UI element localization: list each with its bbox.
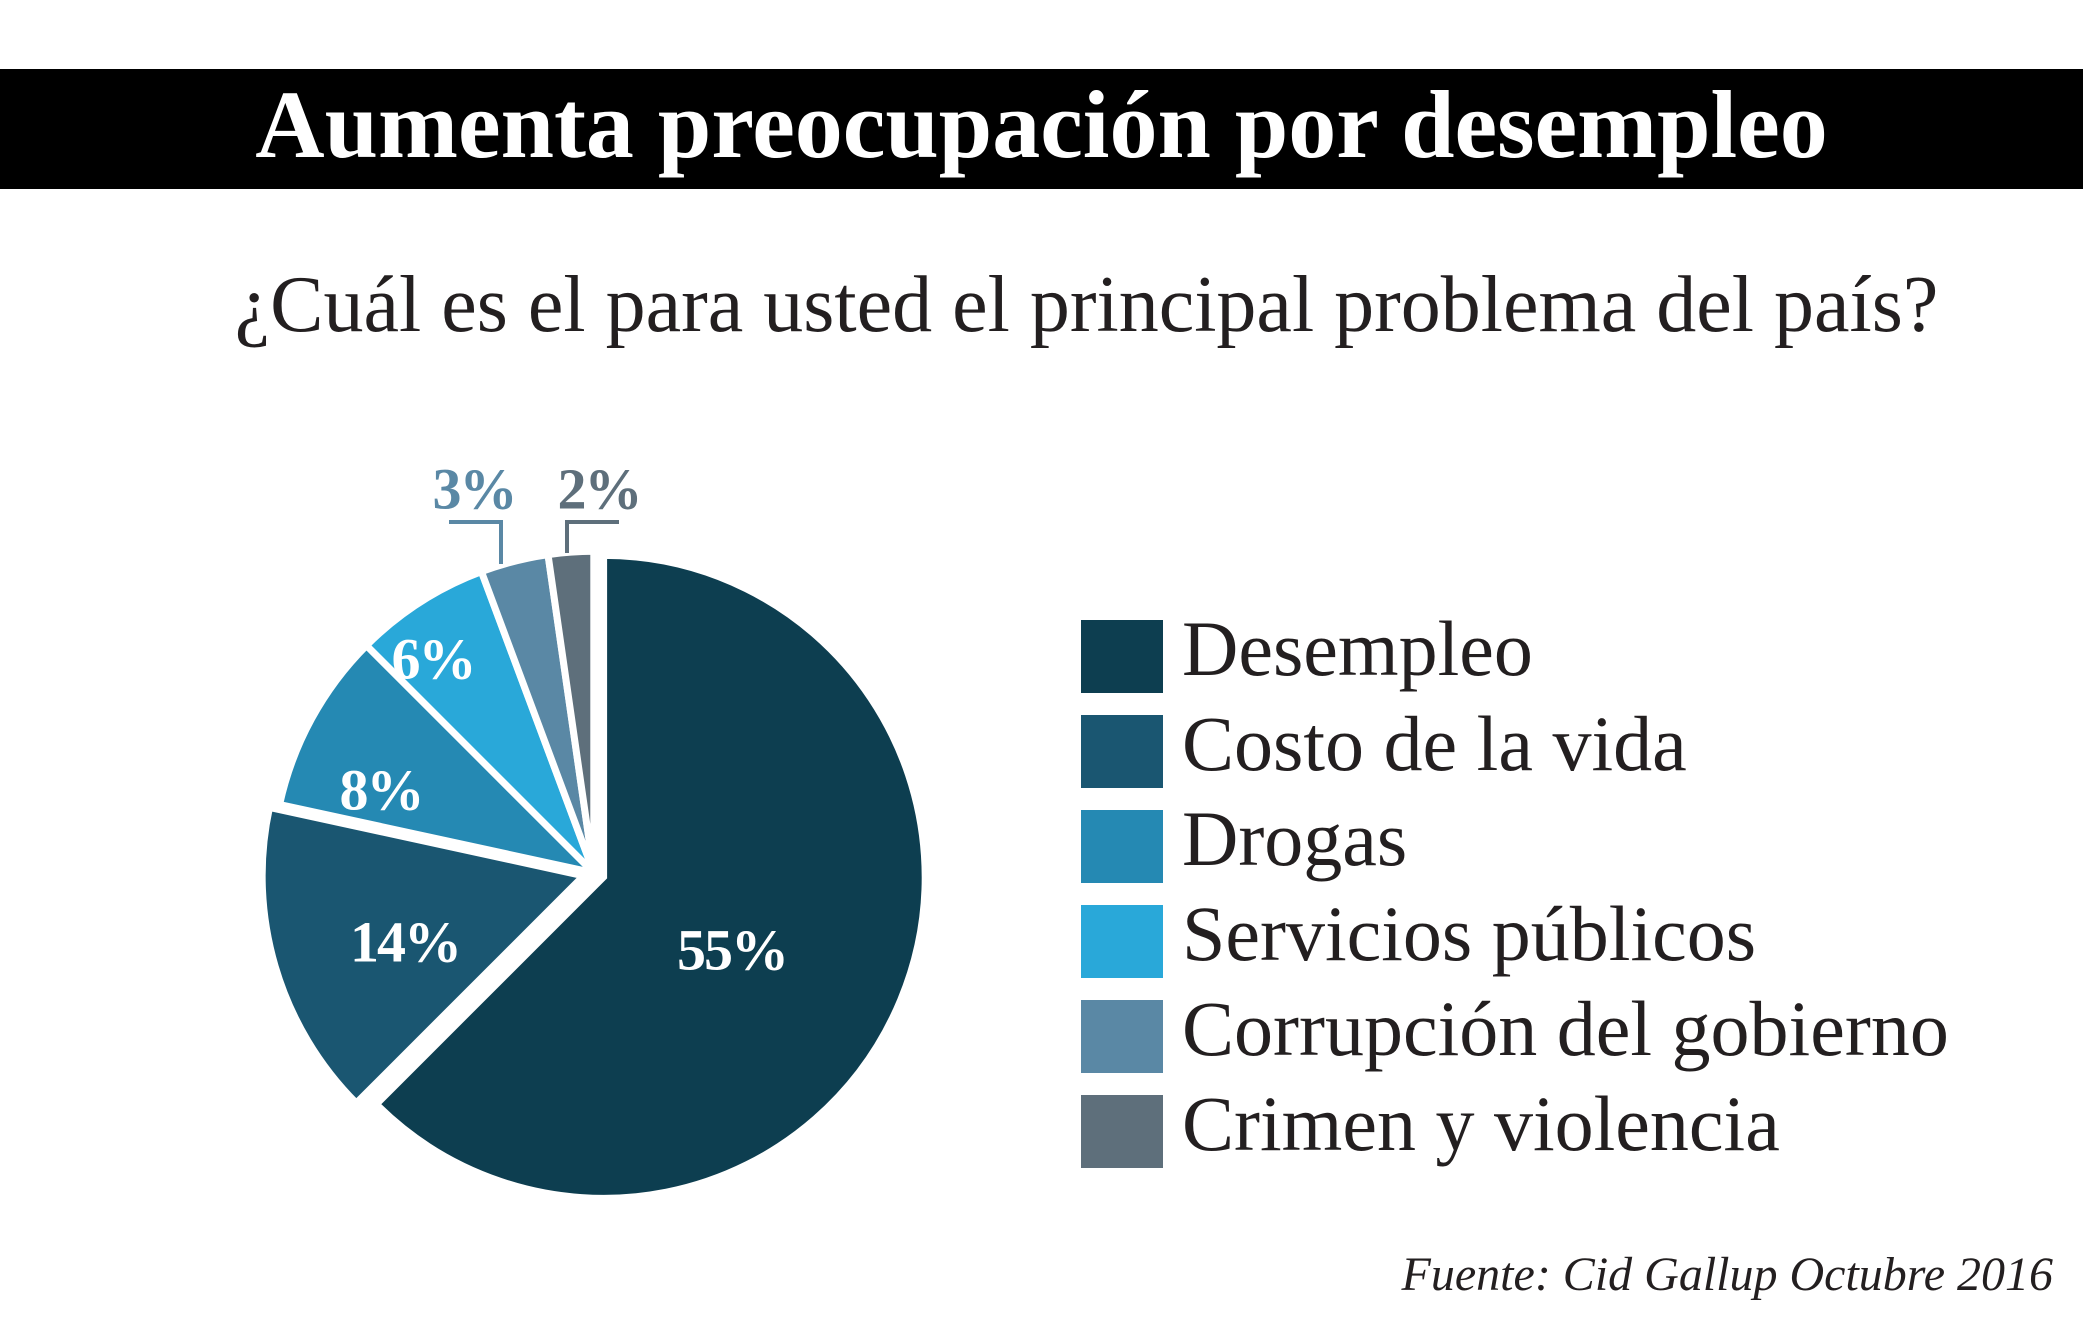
legend-label: Crimen y violencia <box>1182 1080 1780 1167</box>
legend-swatch <box>1081 715 1163 788</box>
legend-item-drogas: Drogas <box>1081 800 1949 883</box>
data-label-corrupcion-del-gobierno: 3% <box>433 457 516 522</box>
legend-item-corrupcion-del-gobierno: Corrupción del gobierno <box>1081 990 1949 1073</box>
pie-data-labels: 55% 14% 8% 6% 3% 2% <box>340 457 790 983</box>
legend-label: Drogas <box>1182 795 1408 882</box>
pie-slice-servicios-publicos <box>361 567 598 876</box>
chart-subtitle: ¿Cuál es el para usted el principal prob… <box>234 261 1939 349</box>
legend-swatch <box>1081 620 1163 693</box>
data-label-drogas: 8% <box>340 758 423 823</box>
pie-leader-lines <box>449 520 619 564</box>
pie-slice-costo-de-la-vida <box>258 803 591 1109</box>
legend-swatch <box>1081 1095 1163 1168</box>
data-label-servicios-publicos: 6% <box>392 627 475 692</box>
pie-slice-crimen-y-violencia <box>544 547 598 874</box>
legend-swatch <box>1081 810 1163 883</box>
legend-item-crimen-y-violencia: Crimen y violencia <box>1081 1085 1949 1168</box>
chart-title: Aumenta preocupación por desempleo <box>255 71 1828 178</box>
pie-slice-desempleo <box>371 551 929 1202</box>
legend-label: Servicios públicos <box>1182 890 1757 977</box>
legend-swatch <box>1081 905 1163 978</box>
legend-label: Desempleo <box>1182 605 1533 692</box>
source-note: Fuente: Cid Gallup Octubre 2016 <box>1401 1248 2053 1301</box>
legend-label: Costo de la vida <box>1182 700 1687 787</box>
pie-chart: 55% 14% 8% 6% 3% 2% <box>258 457 929 1202</box>
legend-item-desempleo: Desempleo <box>1081 610 1949 693</box>
leader-line-corrupcion-del-gobierno <box>449 520 503 564</box>
legend: Desempleo Costo de la vida Drogas Servic… <box>1081 610 1949 1190</box>
legend-label: Corrupción del gobierno <box>1182 985 1949 1072</box>
legend-item-costo-de-la-vida: Costo de la vida <box>1081 705 1949 788</box>
legend-swatch <box>1081 1000 1163 1073</box>
pie-slices <box>258 547 929 1202</box>
data-label-desempleo: 55% <box>677 918 787 983</box>
legend-item-servicios-publicos: Servicios públicos <box>1081 895 1949 978</box>
pie-slice-drogas <box>275 640 605 879</box>
data-label-costo-de-la-vida: 14% <box>350 910 460 975</box>
leader-line-crimen-y-violencia <box>565 520 619 553</box>
data-label-crimen-y-violencia: 2% <box>558 457 641 522</box>
title-bar: Aumenta preocupación por desempleo <box>0 69 2083 189</box>
